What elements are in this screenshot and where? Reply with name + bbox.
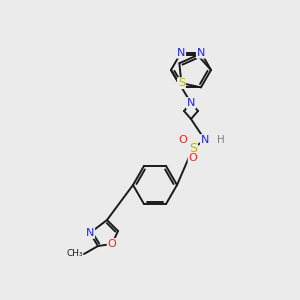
Text: N: N	[197, 48, 205, 58]
Text: S: S	[178, 78, 185, 88]
Text: O: O	[108, 239, 116, 249]
Text: N: N	[86, 228, 94, 238]
Text: S: S	[189, 142, 197, 154]
Text: H: H	[217, 135, 225, 145]
Text: N: N	[201, 135, 209, 145]
Text: N: N	[177, 48, 185, 58]
Text: O: O	[178, 135, 188, 145]
Text: N: N	[187, 98, 195, 108]
Text: CH₃: CH₃	[66, 250, 83, 259]
Text: O: O	[189, 153, 197, 163]
